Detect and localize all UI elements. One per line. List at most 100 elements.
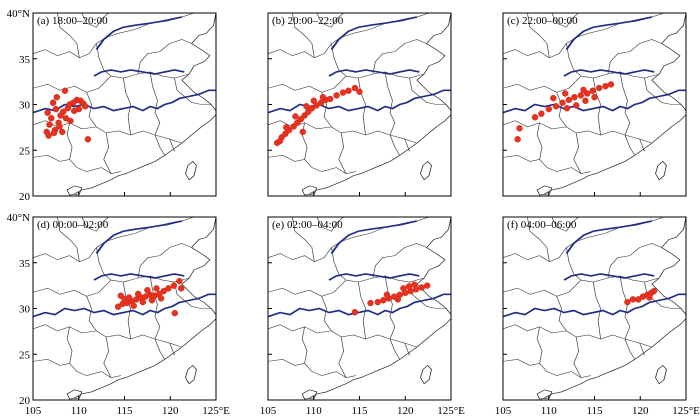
event-point <box>333 92 340 99</box>
event-point <box>559 99 566 106</box>
event-point <box>45 132 52 139</box>
event-point <box>144 287 151 294</box>
basemap-layer <box>502 216 687 400</box>
event-point <box>276 137 284 145</box>
panel-label: (e) 02:00–04:00 <box>272 219 343 231</box>
event-point <box>538 110 545 117</box>
map-frame <box>502 216 687 401</box>
lon-tick-label: 125°E <box>437 405 465 417</box>
event-point <box>516 125 523 132</box>
event-point <box>591 93 598 101</box>
event-point <box>577 92 584 99</box>
event-point <box>629 296 637 303</box>
event-point <box>130 302 137 309</box>
panel-grid: (a) 18:00–20:00 20 25 30 35 40°N (b) 20:00–22:… <box>7 8 700 417</box>
event-point <box>139 298 147 306</box>
lat-tick-label: 20 <box>19 191 31 203</box>
event-point <box>176 277 183 285</box>
event-point <box>171 309 179 317</box>
event-point <box>635 296 642 303</box>
event-point <box>62 114 70 122</box>
event-point <box>46 121 53 128</box>
event-point <box>624 298 631 306</box>
event-point <box>580 86 587 94</box>
event-point <box>157 295 165 302</box>
lat-tick-label: 30 <box>19 100 31 112</box>
event-point <box>573 102 580 109</box>
lon-tick-label: 105 <box>260 405 277 417</box>
event-point <box>114 303 122 310</box>
event-point <box>589 87 596 95</box>
basemap-layer <box>32 216 217 400</box>
event-point <box>327 95 334 103</box>
panel-label: (d) 00:00–02:00 <box>37 219 109 231</box>
map-panel-e: (e) 02:00–04:00 105 110 115 120 125°E <box>260 216 465 417</box>
lon-tick-label: 125°E <box>202 405 230 417</box>
lat-tick-label: 20 <box>19 395 31 407</box>
panel-label: (c) 22:00–00:00 <box>507 15 578 27</box>
event-point <box>153 285 160 292</box>
event-point <box>552 103 560 110</box>
map-frame <box>267 216 452 401</box>
event-point <box>59 128 66 136</box>
lon-tick-label: 115 <box>116 405 133 417</box>
event-point <box>356 88 363 95</box>
event-point <box>405 283 413 290</box>
lon-tick-label: 110 <box>71 405 88 417</box>
event-point <box>394 296 402 303</box>
event-point <box>170 282 178 289</box>
event-point <box>351 309 359 316</box>
event-point <box>582 97 589 105</box>
lat-tick-label: 35 <box>19 258 31 270</box>
lat-tick-label: 40°N <box>7 212 30 224</box>
event-point <box>550 94 557 102</box>
basemap-layer <box>267 12 452 196</box>
event-point <box>52 105 60 113</box>
event-point <box>602 82 609 90</box>
event-point <box>48 114 55 122</box>
basemap-layer <box>267 216 452 400</box>
event-point <box>44 109 51 116</box>
lon-tick-label: 125°E <box>672 405 700 417</box>
basemap-layer <box>502 12 687 196</box>
event-point <box>565 96 573 104</box>
event-point <box>75 105 83 113</box>
event-point <box>351 84 359 92</box>
event-point <box>292 113 299 120</box>
event-point <box>303 103 310 110</box>
event-point <box>374 298 381 306</box>
event-point <box>418 284 425 291</box>
panel-label: (f) 04:00–06:00 <box>507 219 577 231</box>
panel-label: (b) 20:00–22:00 <box>272 15 344 27</box>
event-point <box>607 81 615 88</box>
map-frame <box>32 216 217 401</box>
event-point <box>56 123 63 130</box>
event-point <box>562 90 569 97</box>
map-panel-d: (d) 00:00–02:00 20 25 30 35 40°N 105 110 115 120 1… <box>7 212 230 417</box>
event-point <box>53 93 60 101</box>
lon-tick-label: 105 <box>495 405 512 417</box>
lon-tick-label: 110 <box>541 405 558 417</box>
lon-tick-label: 120 <box>162 405 179 417</box>
event-point <box>545 105 552 113</box>
map-frame <box>502 12 687 197</box>
event-point <box>595 84 603 92</box>
lon-tick-label: 110 <box>306 405 323 417</box>
lat-tick-label: 40°N <box>7 8 30 20</box>
event-point <box>165 285 172 292</box>
event-point <box>411 281 418 288</box>
event-point <box>84 136 92 143</box>
map-frame <box>32 12 217 197</box>
event-point <box>67 117 74 125</box>
basemap-layer <box>32 12 217 196</box>
event-point <box>60 108 67 116</box>
event-point <box>134 290 142 298</box>
lat-tick-label: 30 <box>19 304 31 316</box>
event-point <box>563 104 571 112</box>
event-point <box>283 124 290 131</box>
event-point <box>646 294 653 301</box>
lon-tick-label: 105 <box>25 405 42 417</box>
lat-tick-label: 25 <box>19 145 31 157</box>
event-point <box>81 103 89 110</box>
